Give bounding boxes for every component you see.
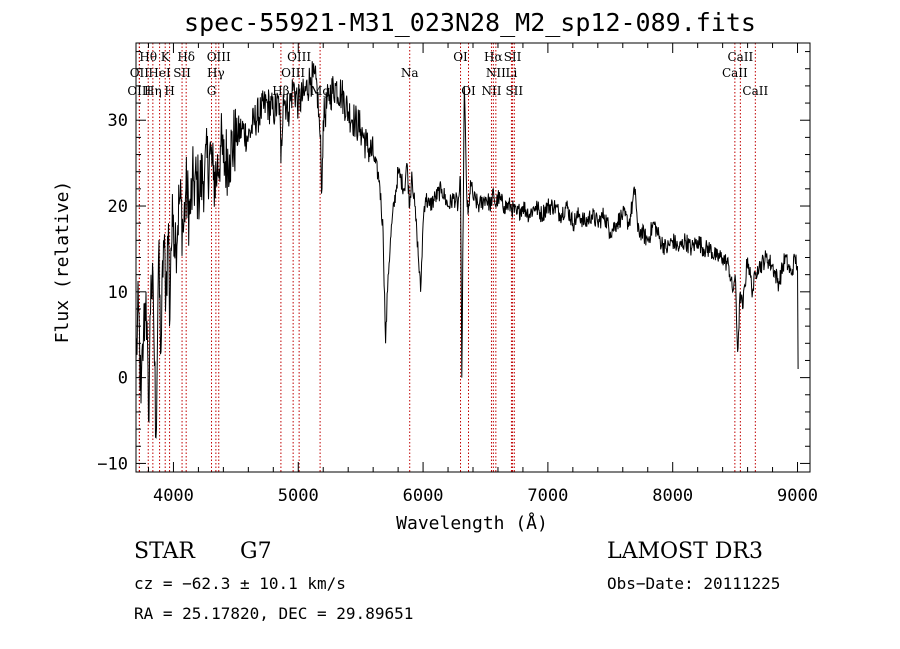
- spectral-line-label: H: [164, 84, 174, 98]
- spectral-line-label: Hδ: [177, 50, 195, 64]
- x-tick-label: 9000: [777, 486, 818, 506]
- spectral-line-label: OIII: [287, 50, 311, 64]
- x-tick-label: 6000: [403, 486, 444, 506]
- y-tick-label: 20: [108, 197, 128, 217]
- observation-date: Obs−Date: 20111225: [607, 574, 781, 593]
- spectral-line-label: Hγ: [207, 66, 225, 80]
- spectral-line-label: G: [207, 84, 217, 98]
- spectral-line-label: OIII: [207, 50, 231, 64]
- spectral-line-label: Li: [506, 66, 518, 80]
- x-tick-label: 7000: [527, 486, 568, 506]
- spectral-line-label: Hα: [484, 50, 503, 64]
- x-tick-label: 4000: [153, 486, 194, 506]
- spectral-line-label: SII: [173, 66, 191, 80]
- spectral-line-label: K: [161, 50, 171, 64]
- spectral-line-label: Na: [401, 66, 419, 80]
- spectral-line-markers: [138, 43, 756, 472]
- survey-name: LAMOST DR3: [607, 539, 763, 564]
- spectral-line-label: OII: [130, 66, 150, 80]
- spectral-line-label: CaII: [722, 66, 748, 80]
- spectral-line-label: Hη: [144, 84, 162, 98]
- object-subclass: G7: [240, 539, 272, 564]
- x-tick-label: 8000: [652, 486, 693, 506]
- spectral-line-label: OIII: [127, 84, 151, 98]
- spectral-line-label: NII: [481, 84, 501, 98]
- x-tick-label: 5000: [278, 486, 319, 506]
- spectrum-series-line: [135, 61, 799, 439]
- plot-frame: [135, 42, 811, 473]
- redshift-readout: cz = −62.3 ± 10.1 km/s: [134, 574, 346, 593]
- y-tick-label: 0: [118, 369, 128, 389]
- x-axis-label: Wavelength (Å): [396, 512, 548, 534]
- spectral-line-label: OI: [461, 84, 476, 98]
- coordinates: RA = 25.17820, DEC = 29.89651: [134, 604, 414, 623]
- chart-title: spec-55921-M31_023N28_M2_sp12-089.fits: [184, 8, 756, 37]
- y-axis-label: Flux (relative): [52, 181, 73, 344]
- x-axis-ticks: 4000 5000 6000 7000 8000 9000: [147, 43, 818, 506]
- object-class: STAR: [134, 539, 195, 564]
- spectral-line-label: NII: [486, 66, 506, 80]
- y-tick-label: 30: [108, 111, 128, 131]
- spectral-line-label: Hθ: [139, 50, 157, 64]
- spectral-line-label: Mg: [310, 84, 330, 98]
- y-tick-label: 10: [108, 283, 128, 303]
- y-tick-label: −10: [97, 454, 128, 474]
- spectral-line-label: SII: [504, 50, 522, 64]
- spectral-line-label: OI: [453, 50, 468, 64]
- spectral-line-label: CaII: [727, 50, 753, 64]
- spectral-line-label: SII: [505, 84, 523, 98]
- spectral-line-label: CaII: [742, 84, 768, 98]
- y-axis-ticks: −10 0 10 20 30: [97, 51, 810, 474]
- spectral-line-label: OIII: [281, 66, 305, 80]
- spectral-line-label: HeI: [148, 66, 171, 80]
